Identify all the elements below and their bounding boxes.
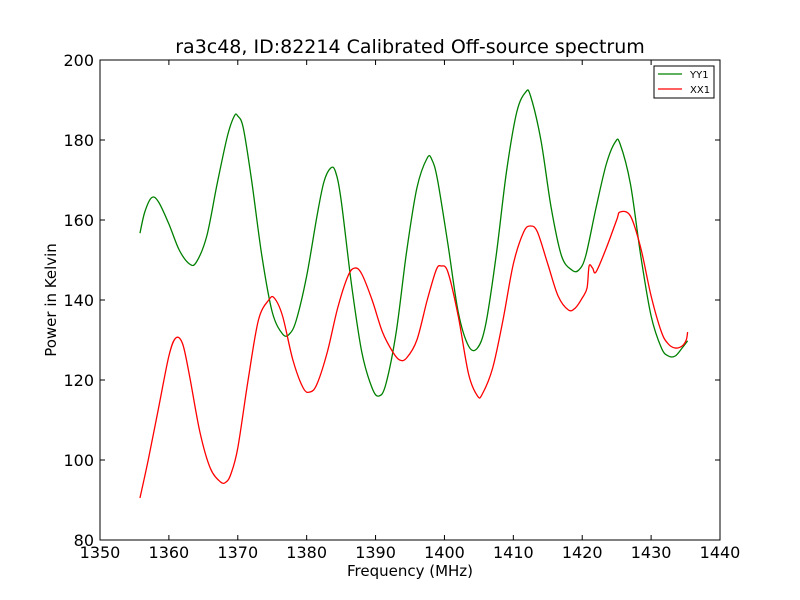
y-axis: 80 100 120 140 160 180 200 bbox=[63, 51, 720, 550]
legend-label-yy1: YY1 bbox=[689, 70, 709, 81]
y-tick-label: 160 bbox=[63, 211, 94, 230]
legend-box bbox=[653, 65, 715, 99]
series-layer bbox=[139, 89, 689, 499]
x-axis-label: Frequency (MHz) bbox=[347, 562, 473, 580]
y-tick-label: 200 bbox=[63, 51, 94, 70]
x-tick-label: 1440 bbox=[700, 543, 741, 562]
y-axis-label: Power in Kelvin bbox=[42, 243, 60, 357]
y-tick-label: 100 bbox=[63, 451, 94, 470]
series-line-xx1 bbox=[139, 210, 689, 499]
y-tick-label: 120 bbox=[63, 371, 94, 390]
x-tick-label: 1380 bbox=[286, 543, 327, 562]
legend: YY1 XX1 bbox=[653, 65, 715, 99]
y-tick-label: 180 bbox=[63, 131, 94, 150]
legend-label-xx1: XX1 bbox=[690, 85, 710, 96]
y-tick-label: 140 bbox=[63, 291, 94, 310]
x-tick-label: 1420 bbox=[562, 543, 603, 562]
chart-title: ra3c48, ID:82214 Calibrated Off-source s… bbox=[175, 36, 645, 58]
plot-area bbox=[99, 59, 721, 541]
x-tick-label: 1350 bbox=[80, 543, 121, 562]
series-line-yy1 bbox=[139, 89, 689, 397]
x-tick-label: 1430 bbox=[631, 543, 672, 562]
x-tick-label: 1400 bbox=[424, 543, 465, 562]
plot-background bbox=[100, 60, 720, 540]
x-tick-label: 1410 bbox=[493, 543, 534, 562]
x-tick-label: 1370 bbox=[217, 543, 258, 562]
x-tick-label: 1390 bbox=[355, 543, 396, 562]
y-tick-label: 80 bbox=[74, 531, 94, 550]
x-tick-label: 1360 bbox=[149, 543, 190, 562]
x-axis: 1350 1360 1370 1380 1390 1400 1410 1420 1430 1440 bbox=[80, 60, 741, 562]
